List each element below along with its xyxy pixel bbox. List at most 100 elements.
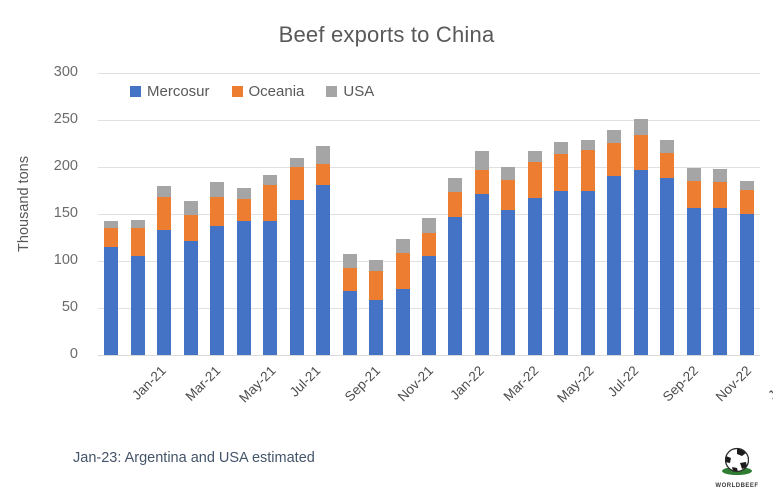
bar-segment-mercosur-Oct-22[interactable] xyxy=(660,178,675,355)
bar-segment-usa-May-21[interactable] xyxy=(210,182,225,198)
bar-segment-usa-Sep-21[interactable] xyxy=(316,146,331,165)
bar-segment-usa-Aug-21[interactable] xyxy=(289,157,304,167)
bar-segment-usa-Oct-22[interactable] xyxy=(660,139,675,153)
bar-Jan-21[interactable] xyxy=(104,220,119,355)
bar-segment-oceania-Aug-22[interactable] xyxy=(607,142,622,177)
bar-segment-mercosur-Feb-22[interactable] xyxy=(448,216,463,355)
bar-segment-mercosur-Dec-22[interactable] xyxy=(713,208,728,355)
bar-segment-usa-Jul-21[interactable] xyxy=(263,175,278,185)
bar-segment-oceania-Jan-23[interactable] xyxy=(739,189,754,214)
bar-Dec-21[interactable] xyxy=(395,239,410,355)
bar-segment-mercosur-Jul-21[interactable] xyxy=(263,220,278,355)
bar-segment-oceania-Feb-22[interactable] xyxy=(448,192,463,217)
bar-segment-oceania-Mar-22[interactable] xyxy=(474,169,489,195)
bar-segment-oceania-May-22[interactable] xyxy=(527,162,542,199)
bar-segment-usa-Jan-23[interactable] xyxy=(739,181,754,190)
bar-segment-usa-Dec-22[interactable] xyxy=(713,168,728,183)
bar-segment-mercosur-Jan-23[interactable] xyxy=(739,214,754,355)
bar-Aug-22[interactable] xyxy=(607,130,622,355)
bar-Apr-22[interactable] xyxy=(501,167,516,355)
bar-Aug-21[interactable] xyxy=(289,157,304,355)
bar-segment-usa-Nov-21[interactable] xyxy=(369,260,384,272)
bar-Jul-21[interactable] xyxy=(263,175,278,355)
bar-segment-oceania-Jul-22[interactable] xyxy=(580,150,595,192)
bar-Feb-21[interactable] xyxy=(130,219,145,355)
bar-segment-mercosur-Feb-21[interactable] xyxy=(130,256,145,355)
bar-Nov-22[interactable] xyxy=(686,167,701,355)
bar-segment-mercosur-Jul-22[interactable] xyxy=(580,191,595,355)
legend-item-mercosur[interactable]: Mercosur xyxy=(130,83,210,100)
bar-segment-usa-Jan-22[interactable] xyxy=(422,217,436,233)
bar-segment-oceania-Oct-21[interactable] xyxy=(342,267,357,292)
bar-Oct-21[interactable] xyxy=(342,254,357,355)
bar-Sep-22[interactable] xyxy=(633,119,648,355)
bar-segment-mercosur-Nov-22[interactable] xyxy=(686,208,701,355)
bar-Dec-22[interactable] xyxy=(713,168,728,355)
bar-segment-usa-Jun-21[interactable] xyxy=(236,187,251,199)
bar-segment-mercosur-Jun-22[interactable] xyxy=(554,190,569,355)
bar-segment-oceania-Apr-21[interactable] xyxy=(183,214,198,242)
bar-Jul-22[interactable] xyxy=(580,139,595,355)
bar-segment-oceania-Jun-21[interactable] xyxy=(236,198,251,221)
bar-May-21[interactable] xyxy=(210,182,225,355)
bar-Feb-22[interactable] xyxy=(448,178,463,355)
bar-segment-oceania-Dec-22[interactable] xyxy=(713,182,728,209)
bar-segment-oceania-Jul-21[interactable] xyxy=(263,184,278,221)
bar-segment-mercosur-Oct-21[interactable] xyxy=(342,291,357,355)
bar-segment-mercosur-May-21[interactable] xyxy=(210,226,225,355)
bar-segment-oceania-Mar-21[interactable] xyxy=(157,197,172,230)
bar-segment-oceania-Sep-21[interactable] xyxy=(316,164,331,185)
bar-segment-mercosur-Nov-21[interactable] xyxy=(369,299,384,355)
bar-segment-mercosur-Sep-22[interactable] xyxy=(633,169,648,355)
bar-segment-oceania-Oct-22[interactable] xyxy=(660,152,675,179)
bar-segment-usa-Mar-21[interactable] xyxy=(157,185,172,198)
bar-Jan-23[interactable] xyxy=(739,181,754,355)
bar-segment-mercosur-Apr-21[interactable] xyxy=(183,241,198,355)
bar-segment-oceania-Jan-22[interactable] xyxy=(422,232,436,257)
bar-segment-mercosur-Aug-22[interactable] xyxy=(607,176,622,355)
bar-segment-oceania-Sep-22[interactable] xyxy=(633,135,648,170)
bar-segment-oceania-Nov-21[interactable] xyxy=(369,271,384,300)
bar-segment-usa-Oct-21[interactable] xyxy=(342,254,357,268)
bar-segment-mercosur-Aug-21[interactable] xyxy=(289,199,304,355)
bar-segment-mercosur-May-22[interactable] xyxy=(527,198,542,355)
bar-segment-usa-Jul-22[interactable] xyxy=(580,139,595,151)
bar-segment-usa-Feb-22[interactable] xyxy=(448,178,463,193)
bar-segment-mercosur-Apr-22[interactable] xyxy=(501,210,516,355)
bar-segment-usa-Sep-22[interactable] xyxy=(633,119,648,136)
bar-segment-oceania-Nov-22[interactable] xyxy=(686,181,701,209)
bar-segment-oceania-May-21[interactable] xyxy=(210,197,225,227)
bar-segment-usa-Apr-22[interactable] xyxy=(501,167,516,181)
legend-item-oceania[interactable]: Oceania xyxy=(231,83,304,100)
bar-segment-usa-Aug-22[interactable] xyxy=(607,130,622,143)
bar-segment-mercosur-Mar-22[interactable] xyxy=(474,194,489,355)
bar-Nov-21[interactable] xyxy=(369,260,384,355)
bar-Mar-21[interactable] xyxy=(157,185,172,355)
bar-Apr-21[interactable] xyxy=(183,200,198,355)
bar-segment-oceania-Dec-21[interactable] xyxy=(395,253,410,290)
bar-Oct-22[interactable] xyxy=(660,139,675,355)
bar-segment-usa-May-22[interactable] xyxy=(527,151,542,163)
bar-Jan-22[interactable] xyxy=(422,217,436,355)
bar-segment-mercosur-Jan-22[interactable] xyxy=(422,256,436,355)
bar-segment-usa-Dec-21[interactable] xyxy=(395,239,410,254)
bar-May-22[interactable] xyxy=(527,151,542,355)
bar-segment-mercosur-Mar-21[interactable] xyxy=(157,229,172,355)
bar-segment-oceania-Aug-21[interactable] xyxy=(289,167,304,200)
bar-segment-oceania-Apr-22[interactable] xyxy=(501,180,516,211)
bar-segment-usa-Mar-22[interactable] xyxy=(474,151,489,170)
bar-Jun-21[interactable] xyxy=(236,187,251,355)
bar-segment-usa-Feb-21[interactable] xyxy=(130,219,145,229)
bar-segment-oceania-Jun-22[interactable] xyxy=(554,153,569,191)
bar-segment-mercosur-Dec-21[interactable] xyxy=(395,289,410,355)
bar-Jun-22[interactable] xyxy=(554,141,569,355)
bar-segment-mercosur-Sep-21[interactable] xyxy=(316,184,331,355)
bar-segment-usa-Jan-21[interactable] xyxy=(104,220,119,229)
bar-segment-mercosur-Jan-21[interactable] xyxy=(104,246,119,355)
legend-item-usa[interactable]: USA xyxy=(326,83,374,100)
bar-Sep-21[interactable] xyxy=(316,146,331,355)
bar-segment-usa-Nov-22[interactable] xyxy=(686,167,701,182)
bar-segment-oceania-Jan-21[interactable] xyxy=(104,228,119,247)
bar-segment-usa-Apr-21[interactable] xyxy=(183,200,198,215)
bar-segment-usa-Jun-22[interactable] xyxy=(554,141,569,154)
